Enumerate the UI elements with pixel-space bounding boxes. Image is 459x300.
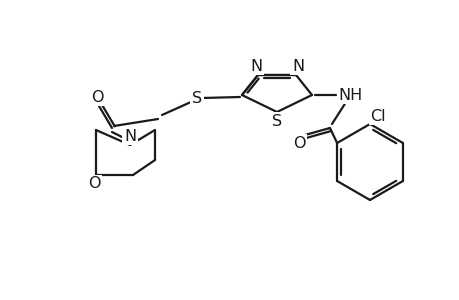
Text: N: N <box>291 58 303 74</box>
Text: NH: NH <box>338 88 362 103</box>
Text: O: O <box>292 136 305 151</box>
Text: O: O <box>88 176 100 191</box>
Text: Cl: Cl <box>369 109 385 124</box>
Text: N: N <box>123 128 136 143</box>
Text: O: O <box>90 89 103 104</box>
Text: S: S <box>271 113 281 128</box>
Text: N: N <box>249 58 262 74</box>
Text: S: S <box>191 91 202 106</box>
